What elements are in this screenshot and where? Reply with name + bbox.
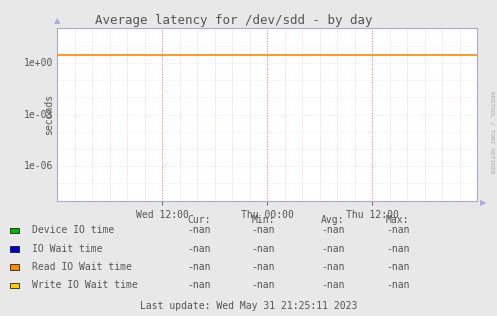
Text: -nan: -nan bbox=[321, 262, 345, 272]
Text: -nan: -nan bbox=[251, 244, 275, 254]
Text: -nan: -nan bbox=[386, 244, 410, 254]
Text: Cur:: Cur: bbox=[187, 215, 211, 225]
Text: Average latency for /dev/sdd - by day: Average latency for /dev/sdd - by day bbox=[95, 14, 372, 27]
Y-axis label: seconds: seconds bbox=[44, 94, 54, 135]
Text: ▶: ▶ bbox=[480, 198, 486, 207]
Text: 1e-03: 1e-03 bbox=[23, 110, 53, 119]
Text: -nan: -nan bbox=[321, 280, 345, 290]
Text: Write IO Wait time: Write IO Wait time bbox=[32, 280, 138, 290]
Text: -nan: -nan bbox=[187, 280, 211, 290]
Text: -nan: -nan bbox=[187, 244, 211, 254]
Text: 1e+00: 1e+00 bbox=[23, 58, 53, 68]
Text: -nan: -nan bbox=[386, 225, 410, 235]
Text: -nan: -nan bbox=[321, 225, 345, 235]
Text: Avg:: Avg: bbox=[321, 215, 345, 225]
Text: -nan: -nan bbox=[251, 280, 275, 290]
Text: ▲: ▲ bbox=[54, 16, 61, 25]
Text: RRDTOOL / TOBI OETIKER: RRDTOOL / TOBI OETIKER bbox=[490, 91, 495, 174]
Text: IO Wait time: IO Wait time bbox=[32, 244, 103, 254]
Text: -nan: -nan bbox=[321, 244, 345, 254]
Text: Device IO time: Device IO time bbox=[32, 225, 114, 235]
Text: -nan: -nan bbox=[386, 280, 410, 290]
Text: -nan: -nan bbox=[251, 225, 275, 235]
Text: Min:: Min: bbox=[251, 215, 275, 225]
Text: -nan: -nan bbox=[187, 262, 211, 272]
Text: Read IO Wait time: Read IO Wait time bbox=[32, 262, 132, 272]
Text: Max:: Max: bbox=[386, 215, 410, 225]
Text: -nan: -nan bbox=[251, 262, 275, 272]
Text: 1e-06: 1e-06 bbox=[23, 161, 53, 171]
Text: -nan: -nan bbox=[187, 225, 211, 235]
Text: Last update: Wed May 31 21:25:11 2023: Last update: Wed May 31 21:25:11 2023 bbox=[140, 301, 357, 311]
Text: -nan: -nan bbox=[386, 262, 410, 272]
